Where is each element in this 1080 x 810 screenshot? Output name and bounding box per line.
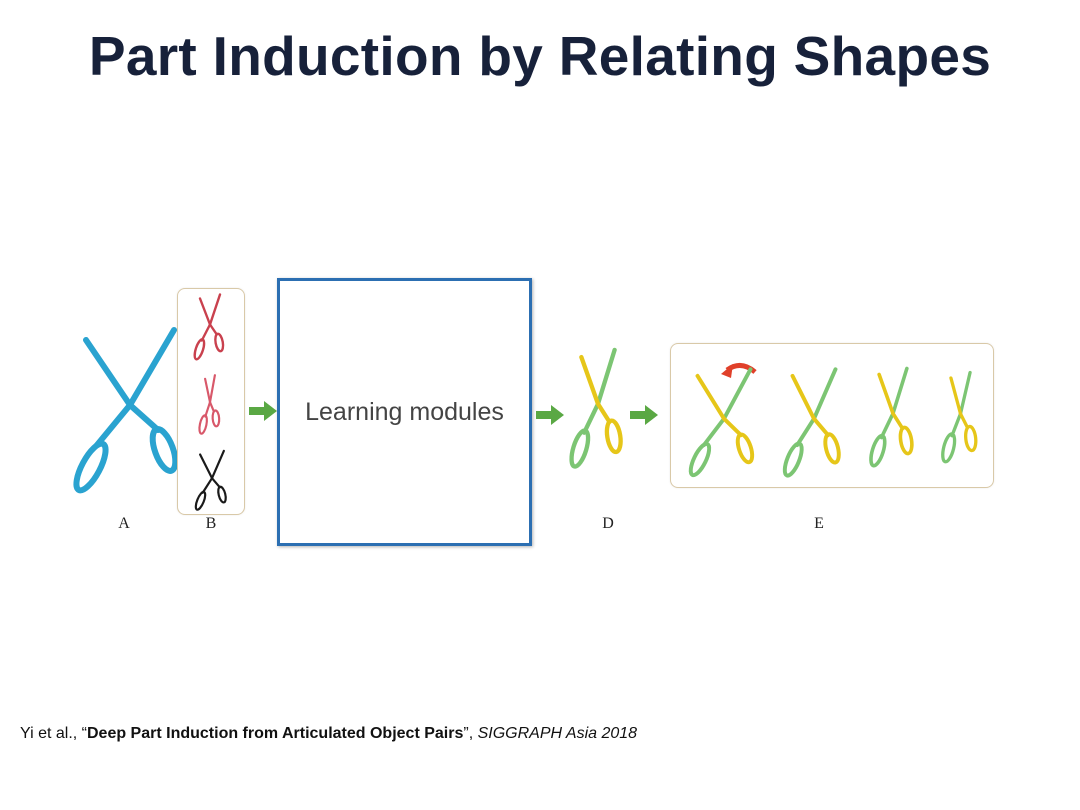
scissors-b-bottom-image — [194, 449, 227, 511]
scissors-e3-image — [869, 366, 914, 468]
citation-paper-title: Deep Part Induction from Articulated Obj… — [86, 725, 464, 742]
learning-modules-label: Learning modules — [305, 398, 504, 426]
citation: Yi et al., “Deep Part Induction from Art… — [20, 723, 637, 744]
citation-venue: SIGGRAPH Asia 2018 — [477, 725, 638, 742]
label-e: E — [814, 515, 824, 532]
scissors-d-segmented-image — [569, 347, 623, 469]
label-a: A — [118, 515, 130, 532]
input-pairs-panel — [177, 288, 245, 515]
arrow-right-icon — [249, 401, 277, 421]
citation-separator: ”, — [463, 725, 478, 742]
scissor-blade-part — [877, 372, 914, 456]
label-b: B — [205, 515, 217, 532]
scissor-blade-part — [688, 367, 753, 478]
scissor-blade-part — [194, 449, 225, 511]
arrow-right-icon — [630, 405, 658, 425]
label-d: D — [602, 515, 614, 532]
rotation-arrow-icon — [721, 363, 757, 378]
scissors-a-image — [73, 327, 179, 494]
scissor-blade-part — [199, 453, 227, 504]
citation-authors: Yi et al., “ — [20, 725, 87, 742]
scissor-blade-part — [790, 373, 841, 465]
articulation-sequence-panel — [670, 343, 994, 488]
scissor-blade-part — [949, 376, 978, 453]
scissor-blade-part — [869, 366, 909, 468]
scissor-blade-part — [83, 337, 179, 474]
scissor-blade-part — [198, 297, 225, 353]
scissor-blade-part — [579, 354, 623, 455]
arrow-right-icon — [536, 405, 564, 425]
scissor-blade-part — [73, 327, 177, 494]
scissor-blade-part — [193, 293, 222, 361]
scissor-blade-part — [198, 374, 216, 435]
scissor-blade-part — [695, 373, 755, 465]
scissor-blade-part — [782, 367, 838, 478]
scissors-e4-image — [941, 370, 978, 464]
scissors-b-middle-image — [198, 374, 221, 435]
scissors-e1-image — [688, 367, 755, 478]
learning-modules-box: Learning modules — [277, 278, 532, 546]
scissor-blade-part — [569, 347, 617, 469]
scissors-e2-image — [782, 367, 841, 478]
slide-title: Part Induction by Relating Shapes — [88, 25, 992, 87]
scissor-blade-part — [204, 377, 221, 428]
scissor-blade-part — [941, 370, 972, 464]
scissors-b-top-image — [193, 293, 225, 361]
